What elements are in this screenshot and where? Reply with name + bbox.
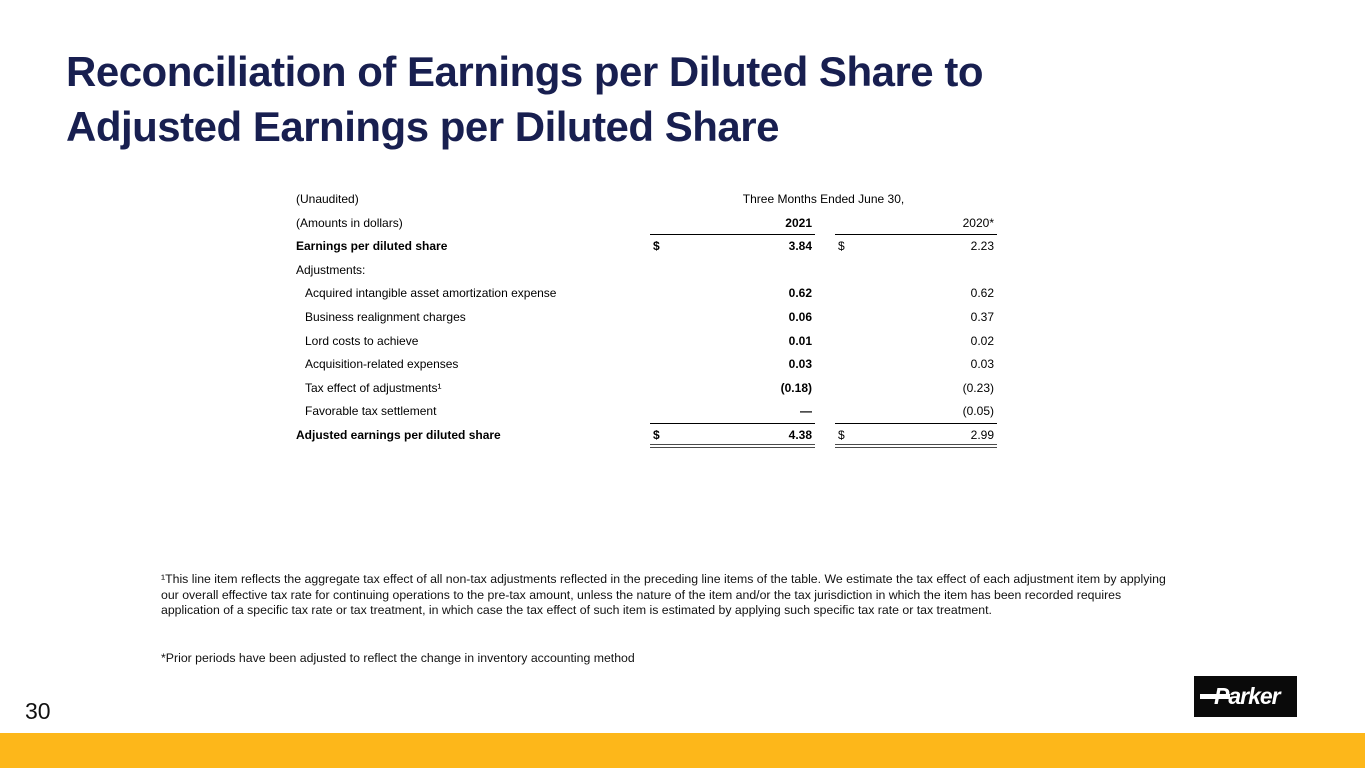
row-label: Favorable tax settlement <box>305 404 437 419</box>
table-row: Adjusted earnings per diluted share $4.38… <box>296 424 997 448</box>
value-cell-2021: (0.18) <box>650 377 815 401</box>
row-label: Business realignment charges <box>305 309 466 324</box>
value-2020: 2.99 <box>970 427 994 442</box>
value-cell-2021: $3.84 <box>650 235 815 259</box>
year-header-2021: 2021 <box>650 212 815 236</box>
value-2021: (0.18) <box>780 380 812 395</box>
value-cell-2020: 0.03 <box>835 353 997 377</box>
column-spacer <box>815 400 835 424</box>
table-row: Earnings per diluted share $3.84 $2.23 <box>296 235 997 259</box>
value-cell-2021: 0.03 <box>650 353 815 377</box>
table-row: Adjustments: <box>296 259 997 283</box>
logo-dash-icon <box>1200 694 1230 699</box>
value-2020: (0.23) <box>962 380 994 395</box>
column-spacer <box>815 259 835 283</box>
dollar-sign: $ <box>838 427 845 442</box>
value-cell-2020: $2.23 <box>835 235 997 259</box>
dollar-sign: $ <box>653 427 660 442</box>
value-cell-2020: 0.02 <box>835 330 997 354</box>
value-cell-2020: (0.23) <box>835 377 997 401</box>
page-title-line1: Reconciliation of Earnings per Diluted S… <box>66 48 983 95</box>
logo-wordmark: Parker <box>1214 683 1281 709</box>
value-cell-2021: 0.06 <box>650 306 815 330</box>
value-2021: 3.84 <box>788 239 812 254</box>
year-header-2020: 2020* <box>835 212 997 236</box>
value-cell-2021: $4.38 <box>650 424 815 448</box>
column-spacer <box>815 353 835 377</box>
value-2020: 0.62 <box>970 286 994 301</box>
value-2020: 2.23 <box>970 239 994 254</box>
tax-effect-footnote: ¹This line item reflects the aggregate t… <box>161 572 1166 617</box>
row-label: Lord costs to achieve <box>305 333 419 348</box>
table-row: Business realignment charges 0.06 0.37 <box>296 306 997 330</box>
dollar-sign: $ <box>653 239 660 254</box>
value-2021: 0.03 <box>788 357 812 372</box>
column-spacer <box>815 306 835 330</box>
value-cell-2020: $2.99 <box>835 424 997 448</box>
amounts-label: (Amounts in dollars) <box>296 215 403 230</box>
table-header-row-period: (Unaudited) Three Months Ended June 30, <box>296 188 997 212</box>
dollar-sign: $ <box>838 239 845 254</box>
table-row: Favorable tax settlement — (0.05) <box>296 400 997 424</box>
value-2021: — <box>800 404 812 419</box>
row-label: Adjustments: <box>296 262 366 277</box>
column-spacer <box>815 330 835 354</box>
column-spacer <box>815 377 835 401</box>
unaudited-label: (Unaudited) <box>296 192 359 206</box>
value-cell-2020: 0.37 <box>835 306 997 330</box>
value-cell-2020: (0.05) <box>835 400 997 424</box>
column-spacer <box>815 212 835 236</box>
row-label: Earnings per diluted share <box>296 239 448 254</box>
column-spacer <box>815 424 835 448</box>
value-cell-2020 <box>835 259 997 283</box>
page-title: Reconciliation of Earnings per Diluted S… <box>66 44 983 154</box>
value-2020: 0.02 <box>970 333 994 348</box>
column-spacer <box>815 235 835 259</box>
row-label: Adjusted earnings per diluted share <box>296 427 501 442</box>
row-label: Acquisition-related expenses <box>305 357 459 372</box>
value-cell-2021: 0.01 <box>650 330 815 354</box>
reconciliation-table: (Unaudited) Three Months Ended June 30, … <box>296 188 997 448</box>
value-2020: 0.37 <box>970 309 994 324</box>
row-label: Tax effect of adjustments¹ <box>305 380 442 395</box>
value-2021: 0.62 <box>788 286 812 301</box>
value-2020: 0.03 <box>970 357 994 372</box>
page-title-line2: Adjusted Earnings per Diluted Share <box>66 103 779 150</box>
value-cell-2021: — <box>650 400 815 424</box>
accent-bar <box>0 733 1365 768</box>
value-2021: 4.38 <box>788 427 812 442</box>
table-row: Tax effect of adjustments¹ (0.18) (0.23) <box>296 377 997 401</box>
column-spacer <box>815 282 835 306</box>
value-2021: 0.01 <box>788 333 812 348</box>
table-row: Acquired intangible asset amortization e… <box>296 282 997 306</box>
row-label: Acquired intangible asset amortization e… <box>305 286 557 301</box>
value-2021: 0.06 <box>788 309 812 324</box>
table-header-row-years: (Amounts in dollars) 2021 2020* <box>296 212 997 236</box>
table-body: Earnings per diluted share $3.84 $2.23 Adju… <box>296 235 997 448</box>
value-2020: (0.05) <box>962 404 994 419</box>
value-cell-2020: 0.62 <box>835 282 997 306</box>
page-number: 30 <box>25 698 51 724</box>
value-cell-2021: 0.62 <box>650 282 815 306</box>
parker-logo: Parker <box>1194 676 1297 717</box>
prior-period-footnote: *Prior periods have been adjusted to ref… <box>161 651 635 665</box>
value-cell-2021 <box>650 259 815 283</box>
table-row: Acquisition-related expenses 0.03 0.03 <box>296 353 997 377</box>
table-row: Lord costs to achieve 0.01 0.02 <box>296 330 997 354</box>
period-header: Three Months Ended June 30, <box>742 192 905 206</box>
